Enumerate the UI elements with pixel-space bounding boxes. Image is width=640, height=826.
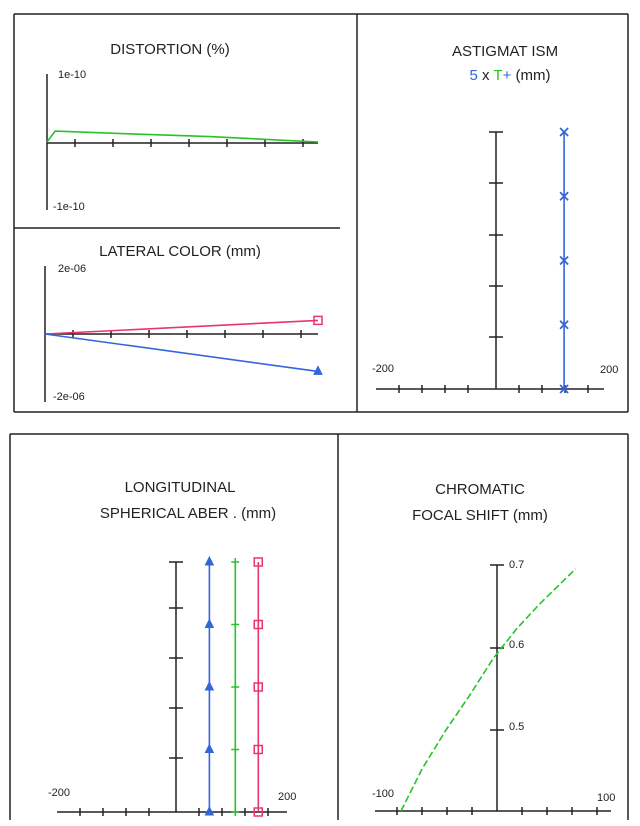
astigmatism-subtitle-unit: (mm) (516, 67, 551, 84)
astigmatism-series-0-point (559, 191, 569, 201)
astigmatism-x-tick-left: -200 (372, 363, 394, 375)
distortion-series-0-line (46, 130, 319, 143)
distortion-title: DISTORTION (%) (110, 41, 229, 58)
astigmatism-plot (559, 127, 569, 394)
astigmatism-x-tick-right: 200 (600, 364, 618, 376)
longitudinal-x-tick-left: -200 (48, 787, 70, 799)
distortion-plot (46, 130, 319, 143)
longitudinal-series-1-point (231, 620, 240, 629)
lateral-color-series-0-point (313, 315, 323, 326)
astigmatism-subtitle: 5 x T+ (mm) (469, 67, 550, 84)
longitudinal-series-1-point (231, 745, 240, 754)
chromatic-y-tick-05: 0.5 (509, 721, 524, 733)
astigmatism-subtitle-t: T (493, 67, 502, 84)
longitudinal-title-line2: SPHERICAL ABER . (mm) (100, 505, 276, 522)
longitudinal-series-2-point (253, 807, 263, 817)
distortion-y-tick-top: 1e-10 (58, 69, 86, 81)
astigmatism-series-0-point (559, 127, 569, 137)
distortion-axes (46, 74, 318, 210)
lateral-color-chart: LATERAL COLOR (mm) 2e-06 -2e-06 (44, 243, 323, 403)
longitudinal-series-0-point (204, 555, 215, 566)
longitudinal-axes (57, 561, 287, 816)
longitudinal-x-tick-right: 200 (278, 791, 296, 803)
astigmatism-axes (376, 131, 604, 393)
longitudinal-series-2-point (253, 619, 263, 630)
longitudinal-series-2-point (253, 744, 263, 755)
longitudinal-series-1-point (231, 683, 240, 691)
longitudinal-series-1-point (231, 558, 240, 566)
longitudinal-series-0-point (204, 743, 215, 753)
distortion-y-tick-bottom: -1e-10 (53, 201, 85, 213)
astigmatism-subtitle-plus: + (503, 67, 512, 84)
astigmatism-subtitle-factor: 5 (469, 67, 477, 84)
chromatic-x-tick-right: 100 (597, 792, 615, 804)
astigmatism-series-0-point (559, 384, 569, 394)
longitudinal-series-2-point (253, 682, 263, 692)
astigmatism-subtitle-x: x (482, 67, 490, 84)
lateral-color-series-1-point (313, 365, 323, 375)
longitudinal-series-0-point (204, 805, 215, 816)
astigmatism-chart: ASTIGMAT ISM 5 x T+ (mm) -200 200 (372, 43, 618, 394)
lateral-color-y-tick-bottom: -2e-06 (53, 391, 85, 403)
chromatic-title-line1: CHROMATIC (435, 481, 525, 498)
chromatic-y-tick-06: 0.6 (509, 639, 524, 651)
lateral-color-axes (44, 266, 318, 402)
chromatic-x-tick-left: -100 (372, 788, 394, 800)
lateral-color-title: LATERAL COLOR (mm) (99, 243, 261, 260)
panel-borders (9, 13, 629, 820)
lateral-color-y-tick-top: 2e-06 (58, 263, 86, 275)
chromatic-focal-shift-plot (400, 568, 577, 812)
longitudinal-series-0-point (204, 680, 215, 691)
chromatic-y-tick-07: 0.7 (509, 559, 524, 571)
longitudinal-title-line1: LONGITUDINAL (125, 479, 236, 496)
chromatic-focal-shift-chart: CHROMATIC FOCAL SHIFT (mm) -100 100 0.7 … (372, 481, 615, 815)
distortion-chart: DISTORTION (%) 1e-10 -1e-10 (46, 41, 319, 213)
astigmatism-series-0-point (559, 255, 569, 266)
lateral-color-plot (44, 315, 323, 375)
chromatic-axes (375, 564, 611, 815)
longitudinal-series-2-point (253, 557, 263, 567)
astigmatism-series-0-point (559, 320, 569, 330)
lateral-color-series-0-line (44, 319, 319, 335)
astigmatism-title: ASTIGMAT ISM (452, 43, 558, 60)
longitudinal-spherical-plot (204, 555, 263, 817)
longitudinal-spherical-chart: LONGITUDINAL SPHERICAL ABER . (mm) -200 … (48, 479, 296, 817)
longitudinal-series-1-point (231, 808, 240, 816)
chromatic-title-line2: FOCAL SHIFT (mm) (412, 507, 548, 524)
lateral-color-series-1-line (44, 333, 319, 373)
chromatic-series-0-line (400, 568, 577, 812)
longitudinal-series-0-point (204, 618, 215, 628)
